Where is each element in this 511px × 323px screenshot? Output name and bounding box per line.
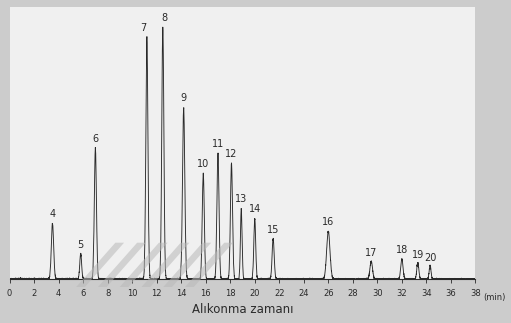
Polygon shape	[98, 243, 146, 287]
Polygon shape	[120, 243, 168, 287]
Text: 5: 5	[78, 240, 84, 250]
Text: 19: 19	[412, 250, 424, 260]
Text: 18: 18	[396, 245, 408, 255]
Text: 8: 8	[161, 13, 167, 23]
Text: 10: 10	[197, 159, 210, 169]
Text: 15: 15	[267, 224, 280, 234]
Text: 20: 20	[424, 253, 436, 263]
Text: 12: 12	[225, 149, 238, 159]
Polygon shape	[141, 243, 190, 287]
Text: 14: 14	[249, 204, 261, 214]
Text: 17: 17	[365, 248, 378, 258]
Text: 13: 13	[235, 194, 247, 204]
Text: 7: 7	[141, 23, 147, 33]
Text: 4: 4	[50, 209, 56, 219]
Polygon shape	[163, 243, 211, 287]
Text: 6: 6	[92, 134, 99, 144]
Text: 16: 16	[322, 217, 334, 227]
Text: 9: 9	[180, 93, 187, 103]
Text: 11: 11	[212, 139, 224, 149]
Text: (min): (min)	[483, 293, 505, 302]
Polygon shape	[184, 243, 233, 287]
X-axis label: Alıkonma zamanı: Alıkonma zamanı	[192, 303, 293, 316]
Polygon shape	[76, 243, 124, 287]
